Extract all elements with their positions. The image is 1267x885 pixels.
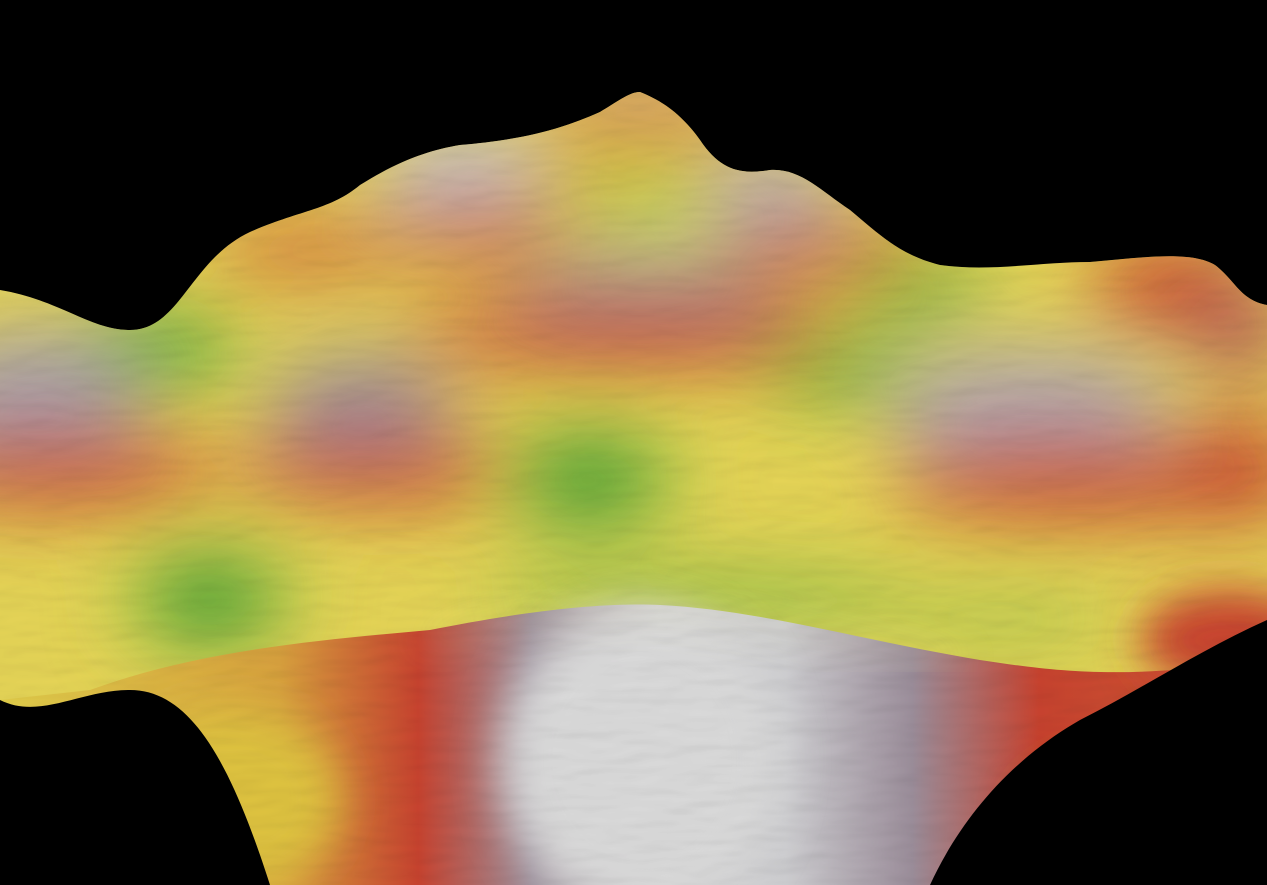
terrain-surface-render [0, 92, 1267, 885]
